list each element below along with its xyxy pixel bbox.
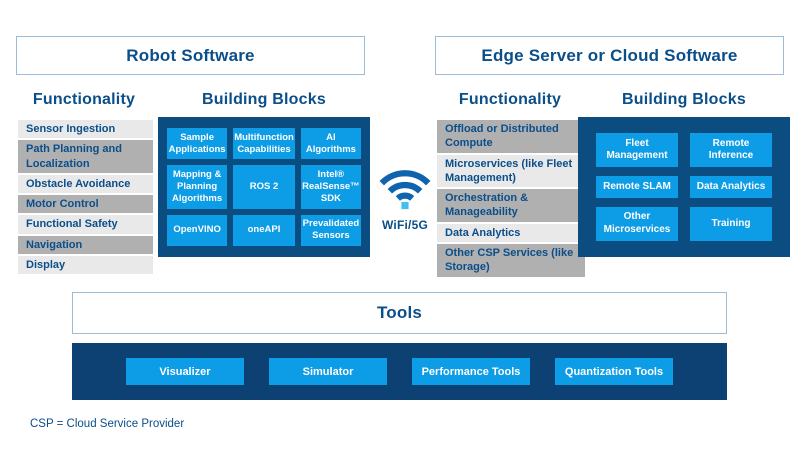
robot-building-block-tile: Sample Applications bbox=[167, 128, 228, 160]
edge-building-block-tile: Data Analytics bbox=[690, 176, 772, 198]
edge-building-block-tile: Other Microservices bbox=[596, 206, 678, 241]
edge-building-block-tile: Remote SLAM bbox=[596, 176, 678, 198]
robot-building-blocks-heading: Building Blocks bbox=[202, 91, 326, 108]
robot-functionality-heading: Functionality bbox=[32, 91, 136, 108]
edge-functionality-heading: Functionality bbox=[458, 91, 562, 108]
tool-tile: Quantization Tools bbox=[555, 358, 673, 385]
edge-functionality-item: Offload or Distributed Compute bbox=[437, 120, 585, 153]
robot-software-title-box: Robot Software bbox=[16, 36, 365, 75]
robot-software-title: Robot Software bbox=[126, 45, 255, 65]
csp-footnote: CSP = Cloud Service Provider bbox=[30, 418, 185, 430]
connector: WiFi/5G bbox=[374, 160, 436, 232]
robot-functionality-item: Navigation bbox=[18, 235, 153, 255]
tool-tile: Performance Tools bbox=[412, 358, 530, 385]
robot-building-block-tile: Intel® RealSense™ SDK bbox=[300, 165, 361, 209]
wifi-dot bbox=[401, 201, 409, 210]
robot-functionality-item: Display bbox=[18, 256, 153, 275]
robot-building-block-tile: Mapping & Planning Algorithms bbox=[167, 165, 228, 209]
edge-functionality-item: Data Analytics bbox=[437, 223, 585, 243]
edge-building-block-tile: Fleet Management bbox=[596, 133, 678, 168]
edge-functionality-item: Microservices (like Fleet Management) bbox=[437, 154, 585, 188]
edge-cloud-title-box: Edge Server or Cloud Software bbox=[435, 36, 784, 75]
edge-functionality-item: Other CSP Services (like Storage) bbox=[437, 244, 585, 277]
robot-building-block-tile: oneAPI bbox=[233, 214, 295, 246]
tools-bar: Visualizer Simulator Performance Tools Quan… bbox=[72, 343, 727, 400]
wifi-5g-label: WiFi/5G bbox=[382, 218, 428, 232]
robot-functionality-item: Functional Safety bbox=[18, 215, 153, 234]
edge-building-blocks-heading: Building Blocks bbox=[622, 91, 746, 108]
edge-building-blocks-grid: Fleet Management Remote Inference Remote S… bbox=[578, 117, 790, 257]
edge-building-block-tile: Training bbox=[690, 206, 772, 241]
robot-functionality-list: Sensor Ingestion Path Planning and Locali… bbox=[18, 120, 153, 275]
robot-functionality-item: Obstacle Avoidance bbox=[18, 174, 153, 194]
edge-cloud-title: Edge Server or Cloud Software bbox=[481, 45, 738, 65]
robot-building-block-tile: ROS 2 bbox=[233, 165, 295, 209]
robot-building-block-tile: Multifunction Capabilities bbox=[233, 128, 295, 160]
tools-title-box: Tools bbox=[72, 292, 727, 334]
tools-title: Tools bbox=[376, 303, 423, 322]
tool-tile: Visualizer bbox=[126, 358, 244, 385]
edge-functionality-list: Offload or Distributed Compute Microservi… bbox=[437, 120, 585, 277]
tool-tile: Simulator bbox=[269, 358, 387, 385]
robot-functionality-item: Sensor Ingestion bbox=[18, 120, 153, 139]
edge-functionality-item: Orchestration & Manageability bbox=[437, 189, 585, 222]
robot-building-block-tile: AI Algorithms bbox=[300, 128, 361, 160]
robot-functionality-item: Motor Control bbox=[18, 195, 153, 214]
robot-functionality-item: Path Planning and Localization bbox=[18, 140, 153, 173]
robot-building-block-tile: OpenVINO bbox=[167, 214, 228, 246]
robot-building-block-tile: Prevalidated Sensors bbox=[300, 214, 361, 246]
edge-building-block-tile: Remote Inference bbox=[690, 133, 772, 168]
robot-building-blocks-grid: Sample Applications Multifunction Capabil… bbox=[158, 117, 370, 257]
wifi-icon bbox=[379, 170, 431, 210]
